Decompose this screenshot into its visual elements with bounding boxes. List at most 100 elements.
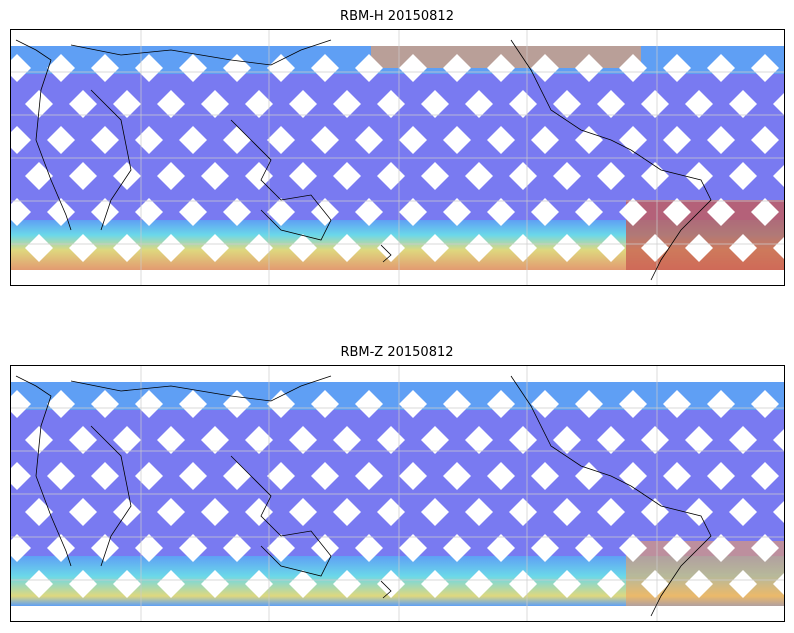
coverage-gap xyxy=(531,126,559,154)
coverage-gap xyxy=(487,462,515,490)
coverage-gap xyxy=(487,198,515,226)
coverage-gap xyxy=(685,234,713,262)
coverage-gap xyxy=(333,162,361,190)
coverage-gap xyxy=(597,426,625,454)
coverage-gap xyxy=(377,498,405,526)
coverage-gap xyxy=(663,390,691,418)
coverage-gap xyxy=(509,90,537,118)
coverage-gap xyxy=(509,426,537,454)
coverage-gap xyxy=(509,234,537,262)
coverage-gap xyxy=(553,570,581,598)
coverage-gap xyxy=(773,501,784,523)
coverage-gap xyxy=(399,534,427,562)
coverage-gap xyxy=(91,54,119,82)
coverage-gap xyxy=(245,426,273,454)
panel-title-bottom: RBM-Z 20150812 xyxy=(340,345,454,360)
coastline xyxy=(630,485,712,617)
coverage-gap xyxy=(575,54,603,82)
coverage-gap xyxy=(69,162,97,190)
coverage-gap xyxy=(553,234,581,262)
coverage-gap xyxy=(619,198,647,226)
coverage-gap xyxy=(113,234,141,262)
coverage-gap xyxy=(597,570,625,598)
coverage-gap xyxy=(91,534,119,562)
coverage-gap xyxy=(619,534,647,562)
coverage-gap xyxy=(245,234,273,262)
coverage-gap xyxy=(179,534,207,562)
coverage-gap xyxy=(531,198,559,226)
coverage-gap xyxy=(69,498,97,526)
coverage-gap xyxy=(377,162,405,190)
coverage-gap xyxy=(355,54,383,82)
coverage-gap xyxy=(663,54,691,82)
coverage-gap xyxy=(707,390,735,418)
coverage-gap xyxy=(641,498,669,526)
coverage-gap xyxy=(597,162,625,190)
coverage-gap xyxy=(377,426,405,454)
coverage-gap xyxy=(575,198,603,226)
coverage-gap xyxy=(421,498,449,526)
coverage-gap xyxy=(135,462,163,490)
coverage-gap xyxy=(729,162,757,190)
coverage-gap xyxy=(575,126,603,154)
map-panel-rbm-z xyxy=(10,365,785,622)
coverage-gap xyxy=(531,534,559,562)
coverage-gap xyxy=(223,54,251,82)
coverage-gap xyxy=(399,198,427,226)
coverage-gap xyxy=(773,429,784,451)
coverage-gap xyxy=(465,570,493,598)
coverage-gap xyxy=(333,426,361,454)
coverage-gap xyxy=(201,234,229,262)
coverage-gap xyxy=(443,462,471,490)
coverage-gap xyxy=(443,54,471,82)
coverage-gap xyxy=(597,498,625,526)
coverage-gap xyxy=(685,426,713,454)
coastline xyxy=(630,149,712,281)
coverage-gap xyxy=(135,54,163,82)
coverage-gap xyxy=(443,390,471,418)
coastline xyxy=(15,375,72,567)
coverage-gap xyxy=(11,390,31,418)
coverage-gap xyxy=(135,126,163,154)
coverage-gap xyxy=(157,90,185,118)
coverage-gap xyxy=(443,198,471,226)
coverage-gap xyxy=(399,54,427,82)
coverage-gap xyxy=(729,234,757,262)
coverage-gap xyxy=(11,198,31,226)
coverage-gap xyxy=(421,234,449,262)
coverage-gap xyxy=(69,426,97,454)
coverage-gap xyxy=(619,126,647,154)
polar-gap-bottom xyxy=(11,606,784,621)
coverage-gap xyxy=(553,498,581,526)
coverage-gap xyxy=(25,234,53,262)
coverage-gap xyxy=(69,570,97,598)
coverage-gap xyxy=(641,90,669,118)
coastline xyxy=(70,39,332,66)
coverage-gap xyxy=(575,390,603,418)
coverage-gap xyxy=(333,570,361,598)
coverage-gap xyxy=(201,162,229,190)
coverage-gap xyxy=(267,126,295,154)
coverage-gap xyxy=(311,54,339,82)
coverage-gap xyxy=(113,426,141,454)
coverage-gap xyxy=(377,570,405,598)
coverage-gap xyxy=(707,462,735,490)
coverage-gap xyxy=(179,462,207,490)
coverage-gap xyxy=(69,234,97,262)
coverage-gap xyxy=(157,570,185,598)
coverage-gap xyxy=(751,462,779,490)
coastline xyxy=(70,375,332,402)
coverage-gap xyxy=(443,534,471,562)
coverage-gap xyxy=(311,390,339,418)
coverage-gap xyxy=(707,198,735,226)
coverage-gap xyxy=(223,534,251,562)
polar-gap-top xyxy=(11,30,784,46)
coverage-gap xyxy=(773,237,784,259)
coverage-gap xyxy=(641,162,669,190)
coastline xyxy=(90,425,132,567)
coverage-gap xyxy=(421,426,449,454)
coverage-gap xyxy=(47,534,75,562)
coverage-gap xyxy=(685,90,713,118)
coverage-gap xyxy=(751,54,779,82)
coverage-gap xyxy=(421,162,449,190)
